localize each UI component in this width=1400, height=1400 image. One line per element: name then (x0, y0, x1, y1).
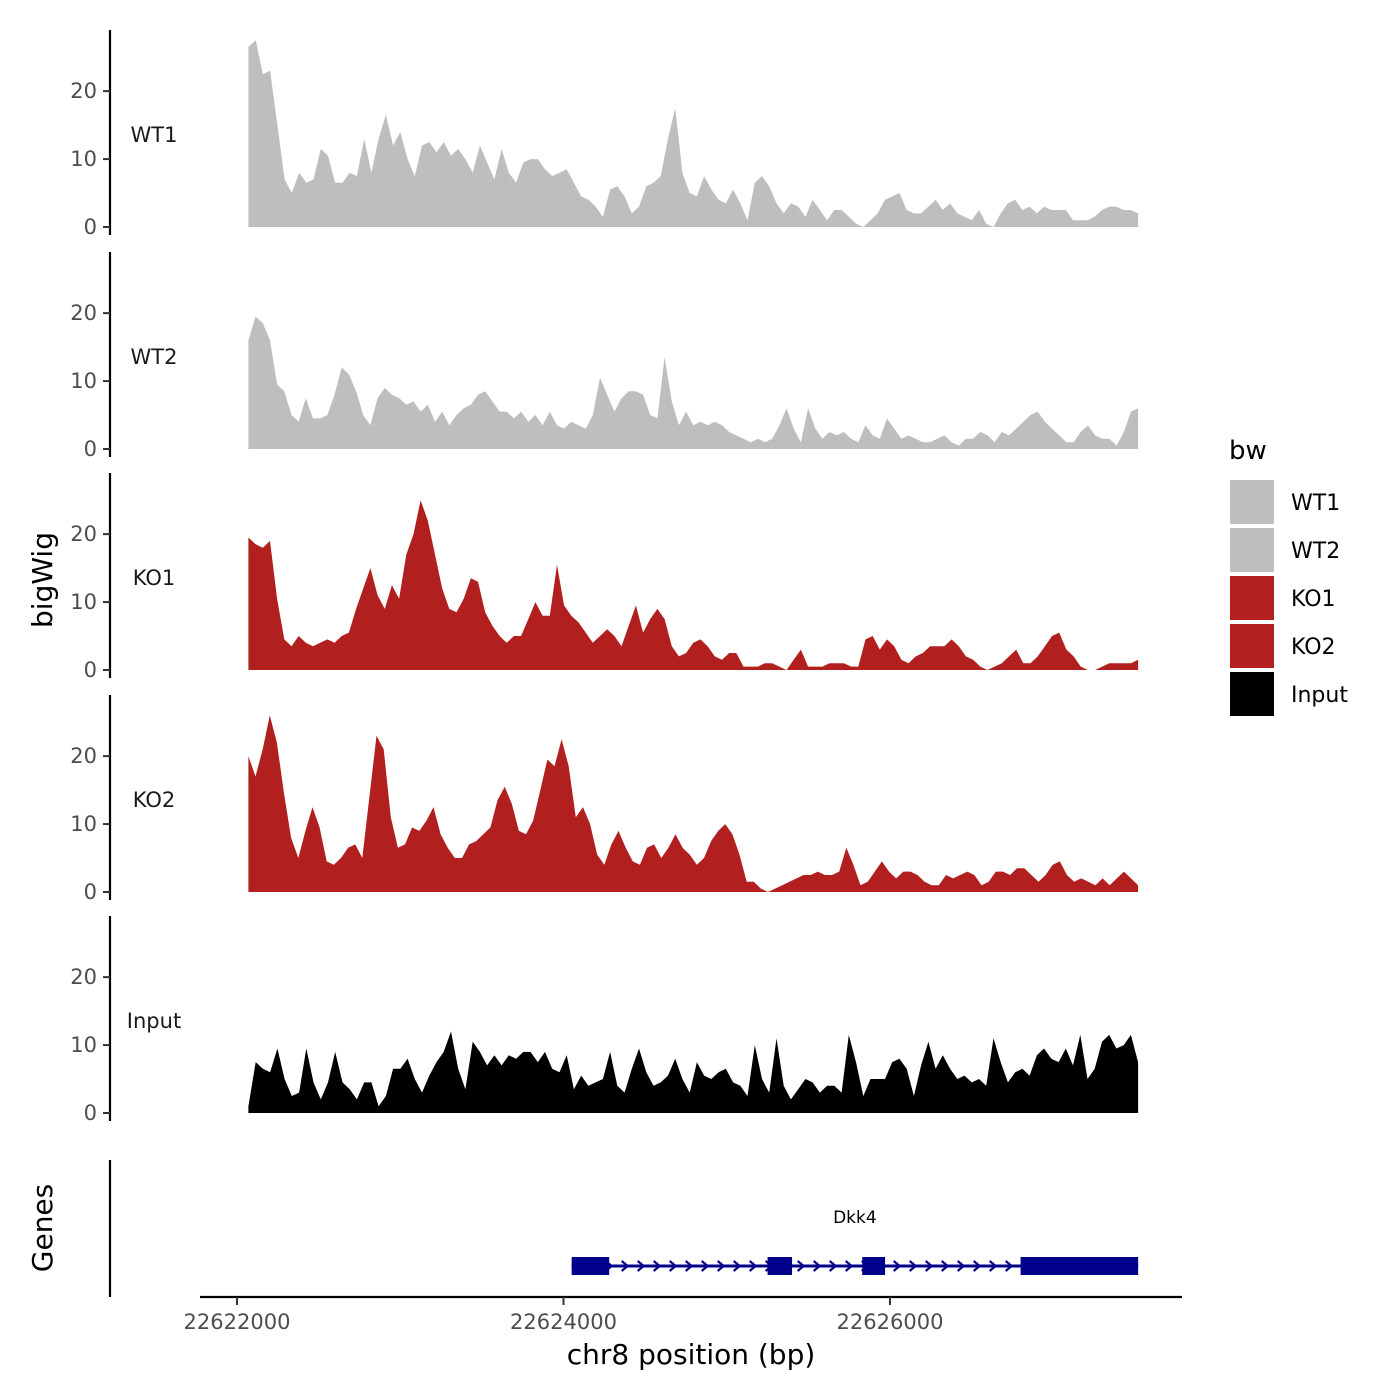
track-ko2: 0 10 20 KO2 (70, 695, 1139, 904)
strand-arrow-icon (972, 1260, 982, 1272)
x-axis-ticks: 22622000 22624000 22626000 (184, 1297, 944, 1334)
y-tick-label: 0 (84, 880, 97, 904)
legend-label: KO2 (1291, 635, 1336, 660)
strand-arrow-icon (716, 1260, 726, 1272)
y-tick-label: 10 (70, 812, 97, 836)
y-tick-label: 0 (84, 1101, 97, 1125)
strand-arrow-icon (940, 1260, 950, 1272)
legend-item-ko1: KO1 (1230, 576, 1336, 620)
legend-item-wt1: WT1 (1230, 480, 1340, 524)
signal-area-ko2 (248, 715, 1139, 892)
x-axis: 22622000 22624000 22626000 chr8 position (… (184, 1295, 1182, 1371)
strand-arrow-icon (828, 1260, 838, 1272)
legend-label: KO1 (1291, 587, 1336, 612)
x-axis-title: chr8 position (bp) (567, 1338, 816, 1371)
y-tick-label: 20 (70, 965, 97, 989)
y-tick-label: 0 (84, 437, 97, 461)
strand-arrow-icon (892, 1260, 902, 1272)
strand-arrow-icon (668, 1260, 678, 1272)
strand-arrow-icon (812, 1260, 822, 1272)
strand-arrow-icon (988, 1260, 998, 1272)
strand-arrow-icon (844, 1260, 854, 1272)
y-tick-label: 10 (70, 369, 97, 393)
strand-arrow-icon (908, 1260, 918, 1272)
strand-arrow-icon (956, 1260, 966, 1272)
strand-arrow-icon (796, 1260, 806, 1272)
signal-area-wt1 (248, 40, 1139, 228)
legend-swatch (1230, 672, 1274, 716)
gene-track-label: Genes (26, 1184, 59, 1272)
x-tick-label: 22622000 (184, 1310, 291, 1334)
track-ko1: 0 10 20 KO1 (70, 473, 1139, 682)
gene-exon (767, 1257, 793, 1275)
gene-exon (571, 1257, 610, 1275)
gene-exon (1020, 1257, 1139, 1275)
gene-exon (862, 1257, 886, 1275)
track-label: WT2 (131, 345, 178, 369)
track-wt2: 0 10 20 WT2 (70, 252, 1139, 461)
legend-label: WT2 (1291, 539, 1340, 564)
y-tick-label: 10 (70, 590, 97, 614)
signal-area-ko1 (248, 500, 1139, 670)
gene-track-panel: Genes Dkk4 (26, 1160, 1139, 1297)
y-tick-label: 20 (70, 79, 97, 103)
legend-items: WT1 WT2 KO1 KO2 Input (1230, 480, 1348, 716)
track-label: KO1 (133, 566, 176, 590)
legend-item-input: Input (1230, 672, 1348, 716)
legend-swatch (1230, 480, 1274, 524)
strand-arrow-icon (684, 1260, 694, 1272)
y-axis-title: bigWig (26, 532, 59, 628)
track-label: KO2 (133, 788, 176, 812)
strand-arrow-icon (700, 1260, 710, 1272)
legend-swatch (1230, 576, 1274, 620)
legend: bw WT1 WT2 KO1 KO2 Input (1229, 436, 1348, 716)
signal-area-wt2 (248, 316, 1139, 449)
strand-arrow-icon (748, 1260, 758, 1272)
y-tick-label: 20 (70, 301, 97, 325)
gene-model (571, 1257, 1139, 1275)
y-tick-label: 0 (84, 215, 97, 239)
track-input: 0 10 20 Input (70, 916, 1139, 1125)
strand-arrow-icon (620, 1260, 630, 1272)
strand-arrow-icon (924, 1260, 934, 1272)
signal-tracks: 0 10 20 WT1 0 10 20 WT2 0 10 20 KO1 0 10 20 KO2 0 10 20 Inp… (70, 30, 1139, 1125)
legend-item-wt2: WT2 (1230, 528, 1340, 572)
strand-arrow-icon (652, 1260, 662, 1272)
legend-swatch (1230, 528, 1274, 572)
strand-arrow-icon (1004, 1260, 1014, 1272)
strand-arrow-icon (732, 1260, 742, 1272)
signal-area-input (248, 1031, 1139, 1113)
legend-swatch (1230, 624, 1274, 668)
legend-label: Input (1291, 683, 1348, 708)
legend-title: bw (1229, 436, 1267, 466)
gene-name-label: Dkk4 (833, 1208, 877, 1228)
y-tick-label: 20 (70, 522, 97, 546)
track-label: Input (127, 1009, 181, 1033)
y-tick-label: 10 (70, 147, 97, 171)
y-tick-label: 20 (70, 744, 97, 768)
y-tick-label: 0 (84, 658, 97, 682)
strand-arrow-icon (636, 1260, 646, 1272)
y-tick-label: 10 (70, 1033, 97, 1057)
x-tick-label: 22626000 (837, 1310, 944, 1334)
track-label: WT1 (131, 123, 178, 147)
x-tick-label: 22624000 (510, 1310, 617, 1334)
legend-item-ko2: KO2 (1230, 624, 1336, 668)
track-wt1: 0 10 20 WT1 (70, 30, 1139, 239)
legend-label: WT1 (1291, 491, 1340, 516)
